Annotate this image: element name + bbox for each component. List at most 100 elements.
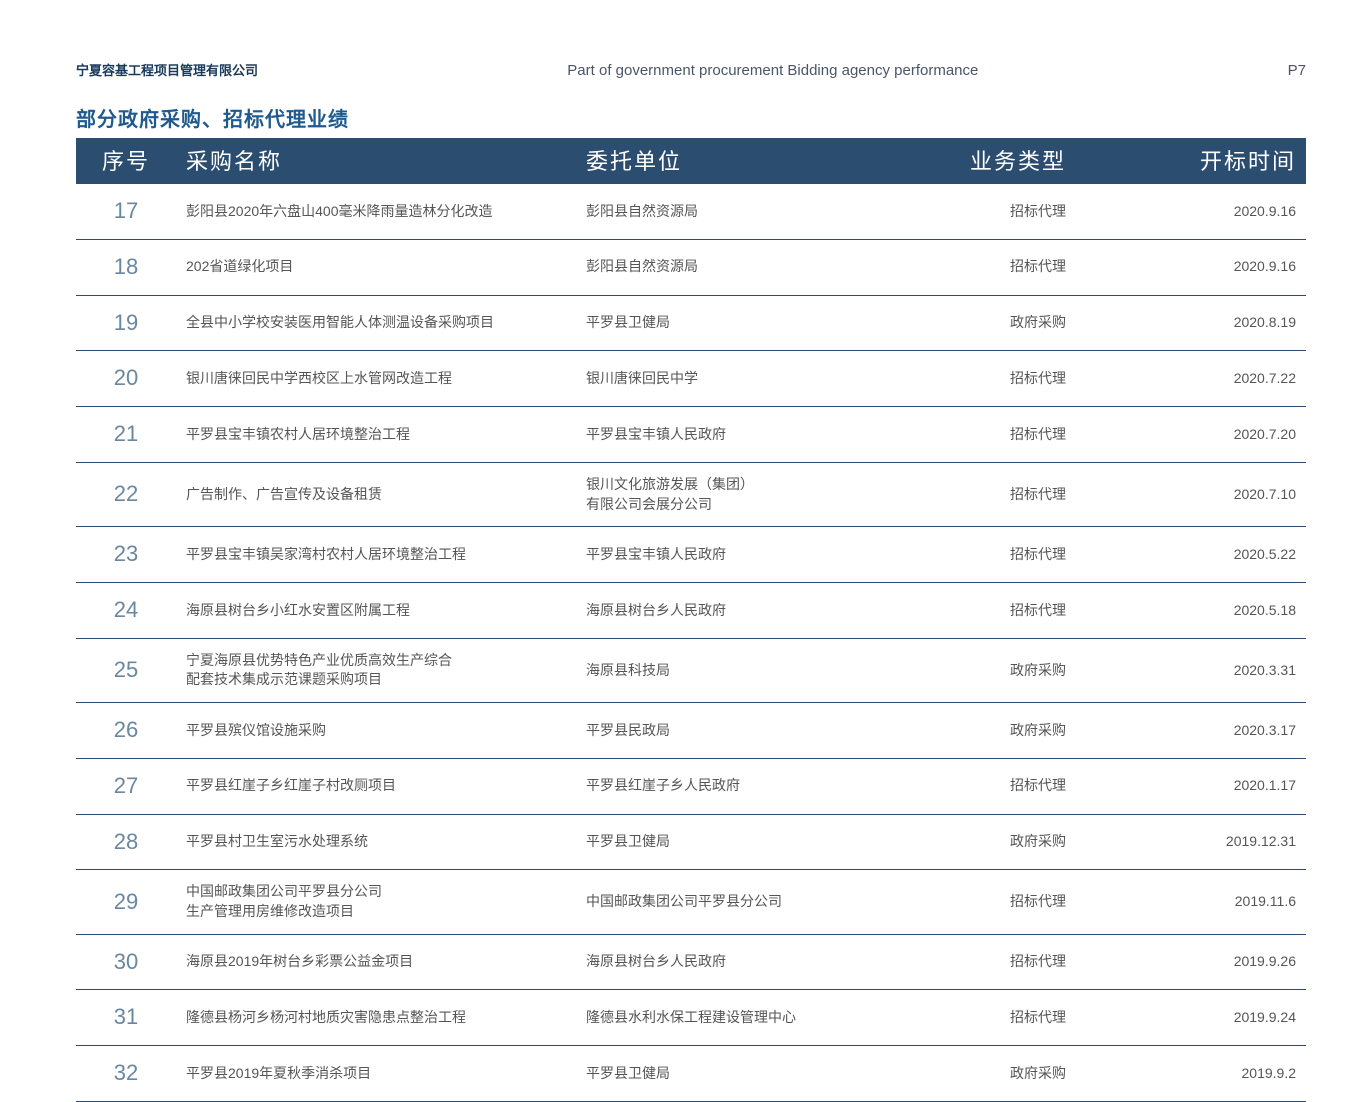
cell-num: 19 (76, 295, 176, 351)
cell-num: 22 (76, 462, 176, 526)
cell-num: 27 (76, 758, 176, 814)
cell-date: 2020.7.20 (1136, 407, 1306, 463)
cell-date: 2019.11.6 (1136, 870, 1306, 934)
cell-type: 招标代理 (936, 582, 1136, 638)
cell-date: 2019.9.24 (1136, 990, 1306, 1046)
cell-num: 28 (76, 814, 176, 870)
cell-date: 2020.7.22 (1136, 351, 1306, 407)
table-row: 32平罗县2019年夏秋季消杀项目平罗县卫健局政府采购2019.9.2 (76, 1046, 1306, 1102)
cell-date: 2020.3.31 (1136, 638, 1306, 702)
table-row: 21平罗县宝丰镇农村人居环境整治工程平罗县宝丰镇人民政府招标代理2020.7.2… (76, 407, 1306, 463)
table-row: 25宁夏海原县优势特色产业优质高效生产综合 配套技术集成示范课题采购项目海原县科… (76, 638, 1306, 702)
cell-name: 银川唐徕回民中学西校区上水管网改造工程 (176, 351, 576, 407)
table-row: 17彭阳县2020年六盘山400毫米降雨量造林分化改造彭阳县自然资源局招标代理2… (76, 184, 1306, 239)
table-row: 18202省道绿化项目彭阳县自然资源局招标代理2020.9.16 (76, 239, 1306, 295)
table-row: 28平罗县村卫生室污水处理系统平罗县卫健局政府采购2019.12.31 (76, 814, 1306, 870)
cell-unit: 海原县科技局 (576, 638, 936, 702)
cell-date: 2020.5.22 (1136, 527, 1306, 583)
cell-name: 中国邮政集团公司平罗县分公司 生产管理用房维修改造项目 (176, 870, 576, 934)
cell-type: 招标代理 (936, 870, 1136, 934)
cell-name: 平罗县村卫生室污水处理系统 (176, 814, 576, 870)
cell-type: 招标代理 (936, 758, 1136, 814)
cell-date: 2020.5.18 (1136, 582, 1306, 638)
cell-name: 平罗县宝丰镇农村人居环境整治工程 (176, 407, 576, 463)
cell-unit: 平罗县卫健局 (576, 814, 936, 870)
cell-unit: 平罗县民政局 (576, 702, 936, 758)
table-row: 24海原县树台乡小红水安置区附属工程海原县树台乡人民政府招标代理2020.5.1… (76, 582, 1306, 638)
cell-type: 招标代理 (936, 462, 1136, 526)
cell-num: 29 (76, 870, 176, 934)
table-row: 30海原县2019年树台乡彩票公益金项目海原县树台乡人民政府招标代理2019.9… (76, 934, 1306, 990)
cell-date: 2019.9.2 (1136, 1046, 1306, 1102)
col-header-name: 采购名称 (176, 138, 576, 184)
cell-date: 2020.9.16 (1136, 239, 1306, 295)
cell-unit: 平罗县卫健局 (576, 1046, 936, 1102)
cell-type: 招标代理 (936, 934, 1136, 990)
cell-name: 海原县2019年树台乡彩票公益金项目 (176, 934, 576, 990)
table-row: 23平罗县宝丰镇吴家湾村农村人居环境整治工程平罗县宝丰镇人民政府招标代理2020… (76, 527, 1306, 583)
col-header-date: 开标时间 (1136, 138, 1306, 184)
table-row: 31隆德县杨河乡杨河村地质灾害隐患点整治工程隆德县水利水保工程建设管理中心招标代… (76, 990, 1306, 1046)
cell-unit: 平罗县宝丰镇人民政府 (576, 527, 936, 583)
cell-unit: 平罗县卫健局 (576, 295, 936, 351)
cell-name: 彭阳县2020年六盘山400毫米降雨量造林分化改造 (176, 184, 576, 239)
cell-unit: 隆德县水利水保工程建设管理中心 (576, 990, 936, 1046)
cell-name: 202省道绿化项目 (176, 239, 576, 295)
cell-type: 政府采购 (936, 638, 1136, 702)
cell-name: 宁夏海原县优势特色产业优质高效生产综合 配套技术集成示范课题采购项目 (176, 638, 576, 702)
cell-num: 32 (76, 1046, 176, 1102)
performance-table: 序号 采购名称 委托单位 业务类型 开标时间 17彭阳县2020年六盘山400毫… (76, 138, 1306, 1102)
cell-num: 24 (76, 582, 176, 638)
cell-unit: 海原县树台乡人民政府 (576, 582, 936, 638)
company-name: 宁夏容基工程项目管理有限公司 (76, 60, 258, 79)
cell-num: 30 (76, 934, 176, 990)
cell-type: 招标代理 (936, 239, 1136, 295)
cell-date: 2019.9.26 (1136, 934, 1306, 990)
col-header-unit: 委托单位 (576, 138, 936, 184)
page-subtitle: Part of government procurement Bidding a… (258, 62, 1288, 79)
cell-name: 广告制作、广告宣传及设备租赁 (176, 462, 576, 526)
table-row: 29中国邮政集团公司平罗县分公司 生产管理用房维修改造项目中国邮政集团公司平罗县… (76, 870, 1306, 934)
col-header-type: 业务类型 (936, 138, 1136, 184)
cell-name: 全县中小学校安装医用智能人体测温设备采购项目 (176, 295, 576, 351)
cell-num: 25 (76, 638, 176, 702)
table-row: 27平罗县红崖子乡红崖子村改厕项目平罗县红崖子乡人民政府招标代理2020.1.1… (76, 758, 1306, 814)
cell-unit: 海原县树台乡人民政府 (576, 934, 936, 990)
cell-type: 招标代理 (936, 990, 1136, 1046)
cell-num: 26 (76, 702, 176, 758)
cell-name: 平罗县宝丰镇吴家湾村农村人居环境整治工程 (176, 527, 576, 583)
cell-name: 隆德县杨河乡杨河村地质灾害隐患点整治工程 (176, 990, 576, 1046)
cell-num: 23 (76, 527, 176, 583)
cell-unit: 中国邮政集团公司平罗县分公司 (576, 870, 936, 934)
cell-type: 招标代理 (936, 527, 1136, 583)
table-row: 22广告制作、广告宣传及设备租赁银川文化旅游发展（集团） 有限公司会展分公司招标… (76, 462, 1306, 526)
cell-name: 平罗县红崖子乡红崖子村改厕项目 (176, 758, 576, 814)
table-row: 20银川唐徕回民中学西校区上水管网改造工程银川唐徕回民中学招标代理2020.7.… (76, 351, 1306, 407)
cell-name: 海原县树台乡小红水安置区附属工程 (176, 582, 576, 638)
cell-date: 2020.3.17 (1136, 702, 1306, 758)
cell-type: 招标代理 (936, 351, 1136, 407)
table-row: 19全县中小学校安装医用智能人体测温设备采购项目平罗县卫健局政府采购2020.8… (76, 295, 1306, 351)
cell-date: 2020.9.16 (1136, 184, 1306, 239)
cell-type: 政府采购 (936, 702, 1136, 758)
col-header-num: 序号 (76, 138, 176, 184)
cell-unit: 彭阳县自然资源局 (576, 184, 936, 239)
cell-date: 2020.7.10 (1136, 462, 1306, 526)
page-number: P7 (1288, 62, 1306, 79)
cell-name: 平罗县2019年夏秋季消杀项目 (176, 1046, 576, 1102)
table-row: 26平罗县殡仪馆设施采购平罗县民政局政府采购2020.3.17 (76, 702, 1306, 758)
cell-unit: 银川唐徕回民中学 (576, 351, 936, 407)
page-header: 宁夏容基工程项目管理有限公司 Part of government procur… (76, 60, 1306, 79)
cell-date: 2019.12.31 (1136, 814, 1306, 870)
cell-type: 招标代理 (936, 407, 1136, 463)
cell-unit: 平罗县宝丰镇人民政府 (576, 407, 936, 463)
cell-num: 21 (76, 407, 176, 463)
cell-unit: 银川文化旅游发展（集团） 有限公司会展分公司 (576, 462, 936, 526)
section-title: 部分政府采购、招标代理业绩 (76, 103, 1306, 132)
cell-type: 政府采购 (936, 814, 1136, 870)
cell-num: 17 (76, 184, 176, 239)
cell-date: 2020.1.17 (1136, 758, 1306, 814)
cell-unit: 彭阳县自然资源局 (576, 239, 936, 295)
cell-num: 31 (76, 990, 176, 1046)
cell-num: 18 (76, 239, 176, 295)
